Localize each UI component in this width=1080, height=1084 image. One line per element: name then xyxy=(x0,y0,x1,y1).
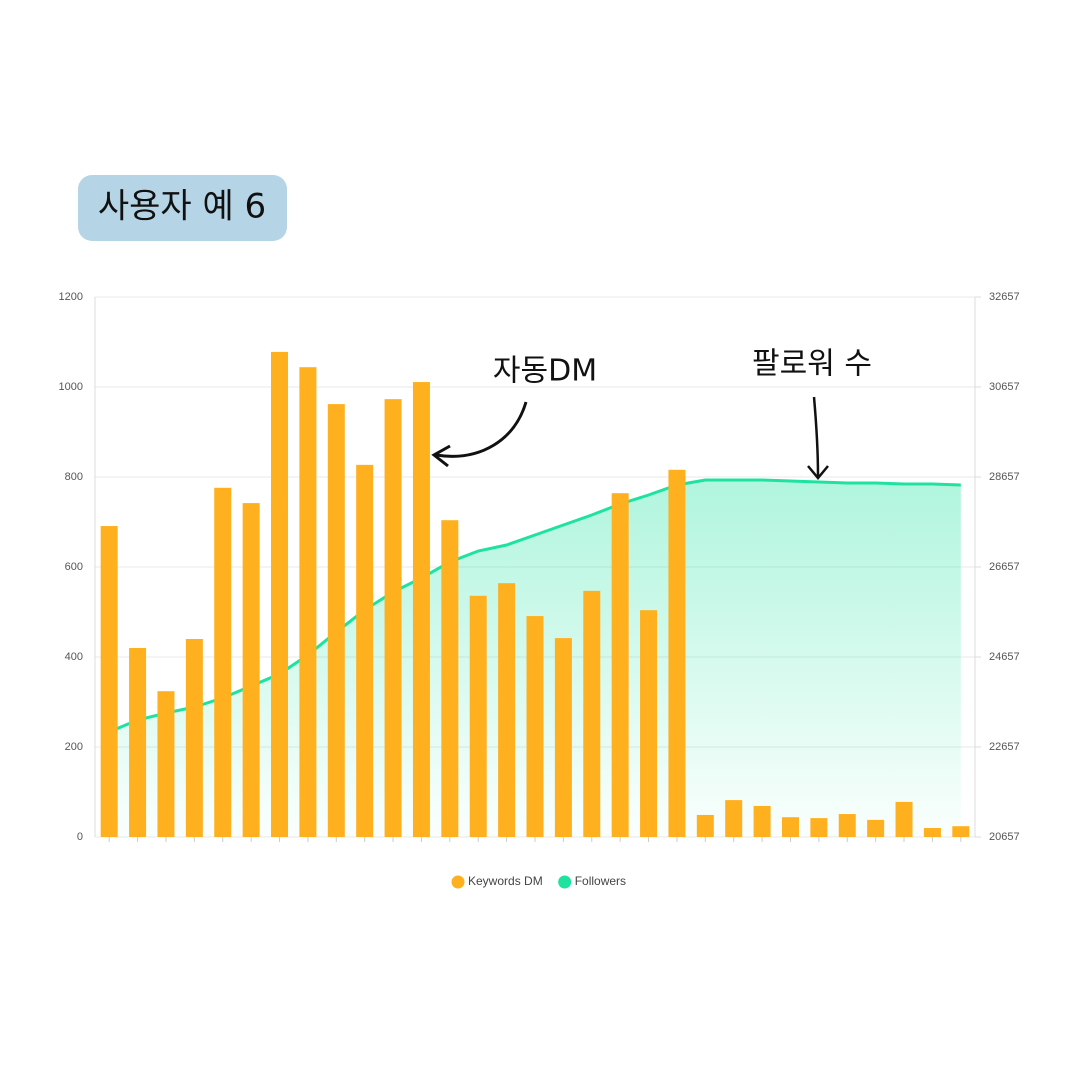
bar xyxy=(867,819,885,837)
annotation-arrow xyxy=(807,465,829,480)
bar xyxy=(838,814,856,837)
legend-swatch xyxy=(558,875,572,889)
bar xyxy=(696,814,714,837)
y-tick-label: 1200 xyxy=(59,291,83,303)
bar xyxy=(753,805,771,837)
y-tick-label: 1000 xyxy=(59,381,83,393)
bar xyxy=(271,351,289,837)
y2-tick-label: 24657 xyxy=(989,651,1020,663)
bar xyxy=(668,469,686,837)
bar xyxy=(469,595,487,837)
bar xyxy=(185,639,203,837)
annotation-arrow xyxy=(812,396,820,477)
bar xyxy=(356,464,374,837)
y-tick-label: 0 xyxy=(77,831,83,843)
y2-tick-label: 30657 xyxy=(989,381,1020,393)
bar xyxy=(498,583,516,837)
bar xyxy=(611,493,629,837)
bar xyxy=(441,520,459,837)
badge: 사용자 예 6 xyxy=(98,187,266,227)
bar xyxy=(554,638,572,837)
bar xyxy=(299,367,317,837)
bar xyxy=(640,610,658,837)
annotation-arrow xyxy=(435,401,528,458)
y-tick-label: 800 xyxy=(65,471,83,483)
bar xyxy=(952,826,970,837)
annotation-arrow xyxy=(431,444,451,468)
bar xyxy=(214,487,232,837)
y2-tick-label: 22657 xyxy=(989,741,1020,753)
annotation: 팔로워 수 xyxy=(752,347,872,382)
y-tick-label: 200 xyxy=(65,741,83,753)
bar xyxy=(242,503,260,837)
legend-label: Followers xyxy=(575,874,626,888)
bar xyxy=(725,800,743,837)
bar xyxy=(526,616,544,837)
plot: 0 200 400 600 800 1000 1200 20657 22657 24657 2665… xyxy=(59,291,1020,889)
bar xyxy=(810,818,828,837)
annotation: 자동DM xyxy=(493,354,597,389)
y2-tick-label: 28657 xyxy=(989,471,1020,483)
y-tick-label: 400 xyxy=(65,651,83,663)
bar xyxy=(923,828,941,837)
bar xyxy=(583,590,601,837)
y-tick-label: 600 xyxy=(65,561,83,573)
y2-tick-label: 26657 xyxy=(989,561,1020,573)
bar xyxy=(895,801,913,837)
bar xyxy=(129,648,147,837)
bar xyxy=(384,399,402,837)
badge-bg xyxy=(78,175,287,241)
bar xyxy=(327,404,345,837)
bar xyxy=(781,817,799,837)
legend-swatch xyxy=(451,875,465,889)
y2-tick-label: 20657 xyxy=(989,831,1020,843)
legend-label: Keywords DM xyxy=(468,874,543,888)
bar xyxy=(157,691,175,837)
bar xyxy=(100,526,118,837)
y2-tick-label: 32657 xyxy=(989,291,1020,303)
bar xyxy=(412,382,430,837)
